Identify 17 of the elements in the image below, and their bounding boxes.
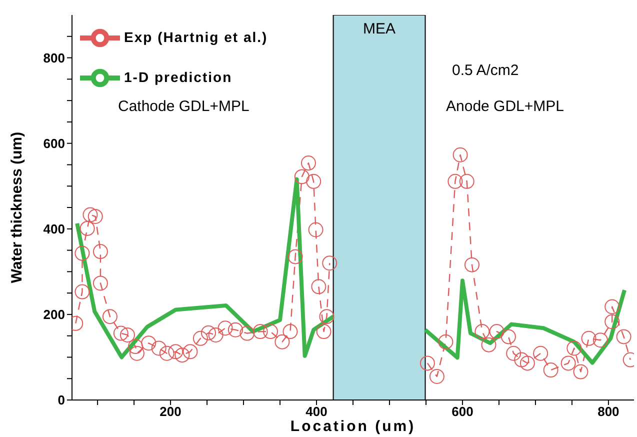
x-tick-label: 600 bbox=[452, 404, 474, 420]
x-tick-label: 200 bbox=[160, 404, 182, 420]
y-tick-label: 600 bbox=[43, 136, 65, 151]
x-axis-title: Location (um) bbox=[290, 418, 416, 435]
x-tick-label: 800 bbox=[598, 404, 620, 420]
annotation: Cathode GDL+MPL bbox=[118, 98, 250, 115]
y-tick-label: 800 bbox=[43, 50, 65, 66]
y-tick-label: 0 bbox=[58, 392, 65, 408]
annotation: Anode GDL+MPL bbox=[446, 98, 564, 115]
annotation: 0.5 A/cm2 bbox=[452, 62, 519, 79]
x-tick-label: 400 bbox=[306, 404, 328, 420]
legend-label: Exp (Hartnig et al.) bbox=[124, 29, 268, 46]
y-axis-title: Water thickness (um) bbox=[8, 132, 26, 284]
band-label: MEA bbox=[363, 20, 396, 38]
legend-label: 1-D prediction bbox=[124, 69, 232, 86]
y-tick-label: 400 bbox=[43, 222, 65, 237]
y-tick-label: 200 bbox=[43, 307, 65, 322]
